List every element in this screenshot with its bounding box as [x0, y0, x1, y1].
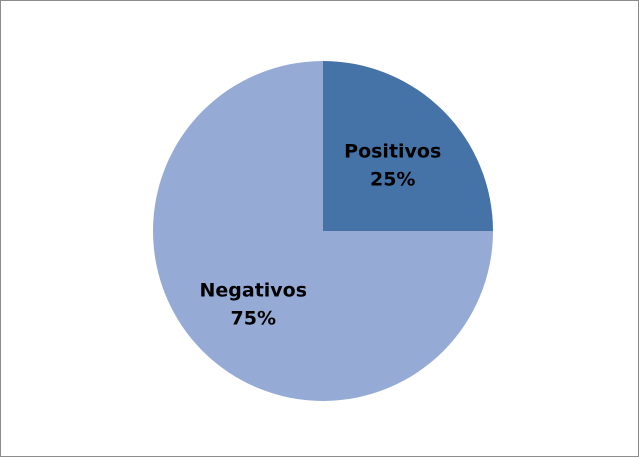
slice-label-positivos: Positivos [344, 140, 441, 162]
pie-slices [153, 61, 493, 401]
slice-label-negativos: Negativos [199, 280, 307, 302]
slice-percent-positivos: 25% [370, 168, 415, 190]
pie-labels: Positivos 25% Negativos 75% [199, 140, 441, 329]
pie-slice-positivos [323, 61, 493, 231]
pie-slice-negativos [153, 61, 493, 401]
slice-percent-negativos: 75% [231, 308, 276, 330]
